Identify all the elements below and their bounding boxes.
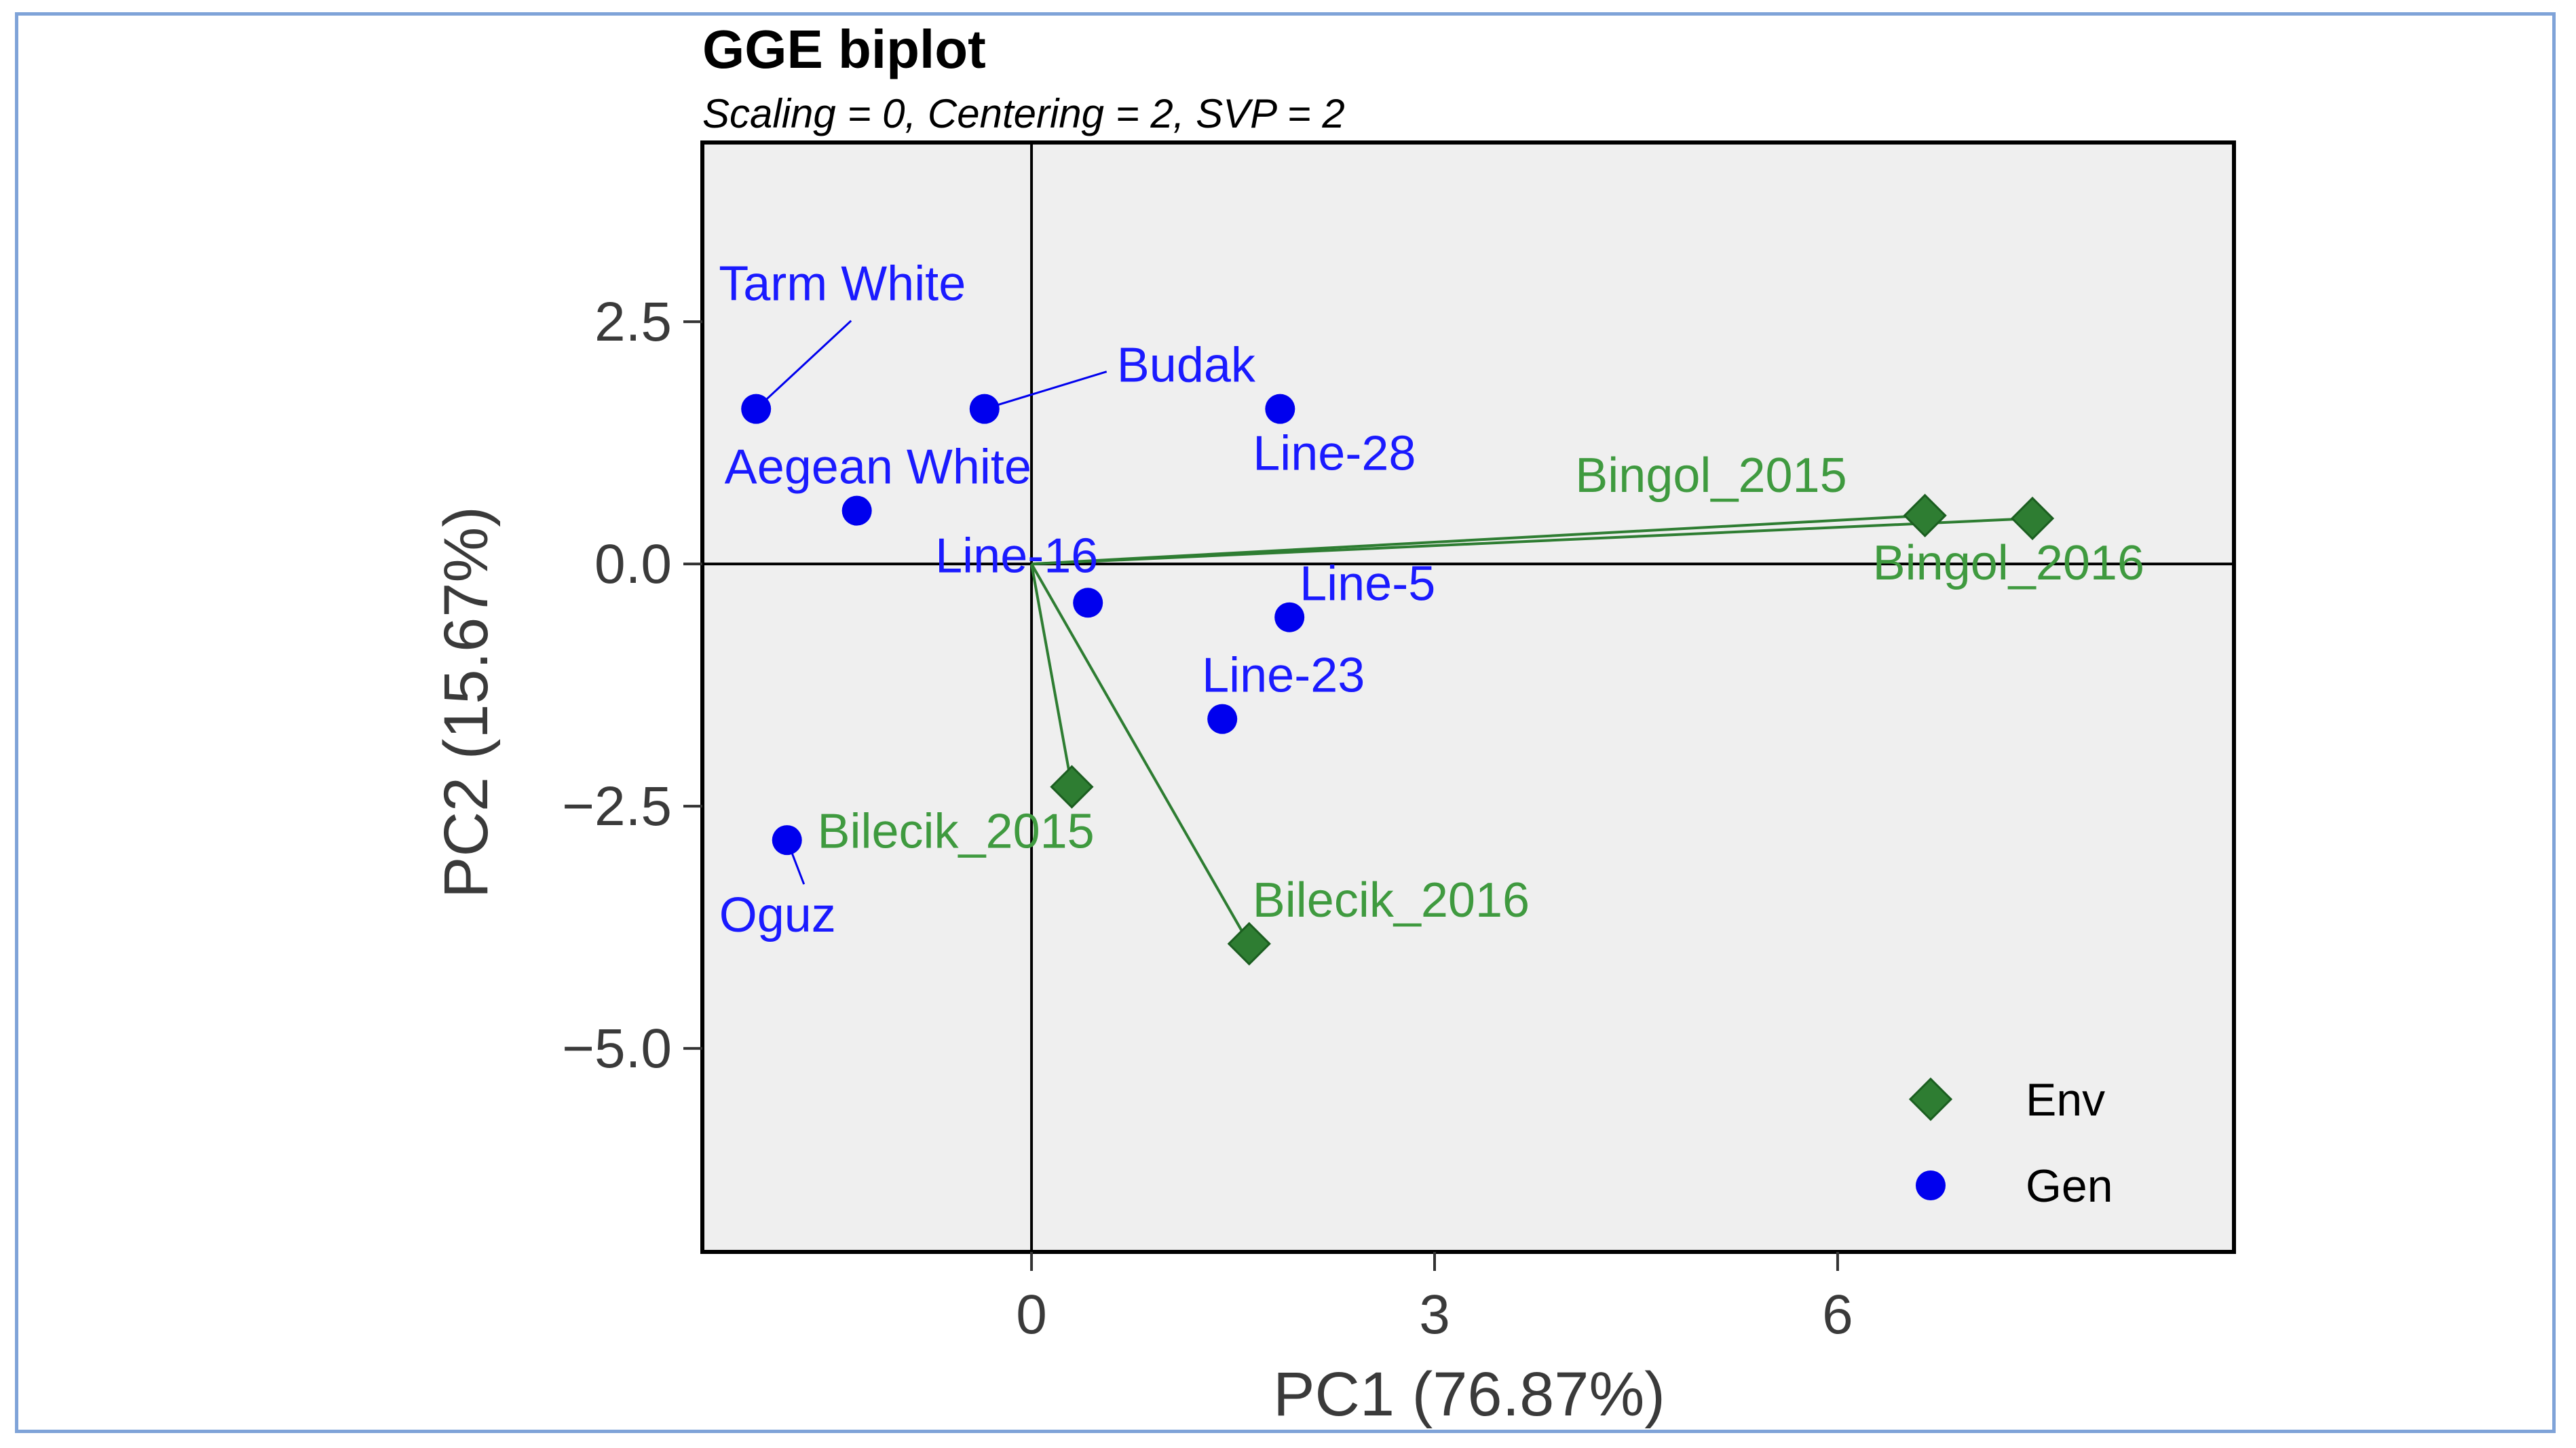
chart-title: GGE biplot (702, 19, 986, 79)
genotype-point-3 (841, 495, 872, 526)
legend-label-gen: Gen (2026, 1160, 2113, 1212)
env-vector-2 (1030, 563, 1074, 787)
env-point-2 (1050, 765, 1094, 809)
y-tick-label-0: 2.5 (594, 291, 672, 353)
x-tick-label-2: 6 (1822, 1284, 1853, 1346)
genotype-label-0: Tarm White (719, 257, 966, 311)
y-tick-label-1: 0.0 (594, 533, 672, 595)
env-label-0: Bingol_2015 (1575, 449, 1846, 503)
env-vector-3 (1030, 563, 1251, 945)
genotype-label-4: Line-16 (935, 529, 1098, 583)
env-point-1 (2010, 496, 2055, 541)
genotype-point-2 (1265, 394, 1295, 424)
x-tick-label-0: 0 (1016, 1284, 1047, 1346)
env-label-3: Bilecik_2016 (1253, 873, 1530, 928)
plot-panel (700, 140, 2236, 1254)
legend-marker-env (1908, 1077, 1953, 1122)
genotype-label-6: Line-23 (1202, 649, 1365, 703)
genotype-point-1 (969, 394, 1000, 424)
leader-line-0 (755, 320, 852, 410)
env-point-3 (1227, 921, 1271, 966)
legend-marker-gen (1916, 1170, 1946, 1200)
y-tick-label-3: −5.0 (562, 1018, 672, 1080)
y-tick-label-2: −2.5 (562, 776, 672, 837)
genotype-label-5: Line-5 (1300, 557, 1435, 611)
env-point-0 (1903, 493, 1947, 537)
chart-subtitle: Scaling = 0, Centering = 2, SVP = 2 (702, 91, 1345, 136)
env-label-1: Bingol_2016 (1873, 536, 2144, 590)
x-axis-label: PC1 (76.87%) (1273, 1360, 1665, 1429)
legend-label-env: Env (2026, 1074, 2105, 1126)
y-axis-label: PC2 (15.67%) (432, 506, 501, 898)
figure-frame (15, 12, 2556, 1433)
genotype-label-1: Budak (1117, 339, 1256, 393)
env-label-2: Bilecik_2015 (817, 805, 1094, 859)
genotype-label-2: Line-28 (1253, 427, 1416, 481)
genotype-point-4 (1073, 588, 1103, 618)
genotype-point-7 (772, 825, 802, 856)
genotype-point-0 (741, 394, 772, 424)
env-vector-1 (1031, 517, 2033, 566)
genotype-point-6 (1207, 704, 1238, 734)
x-tick-label-1: 3 (1419, 1284, 1450, 1346)
genotype-label-7: Oguz (719, 888, 836, 942)
genotype-label-3: Aegean White (725, 440, 1031, 495)
leader-line-1 (984, 370, 1107, 411)
genotype-point-5 (1274, 602, 1305, 632)
